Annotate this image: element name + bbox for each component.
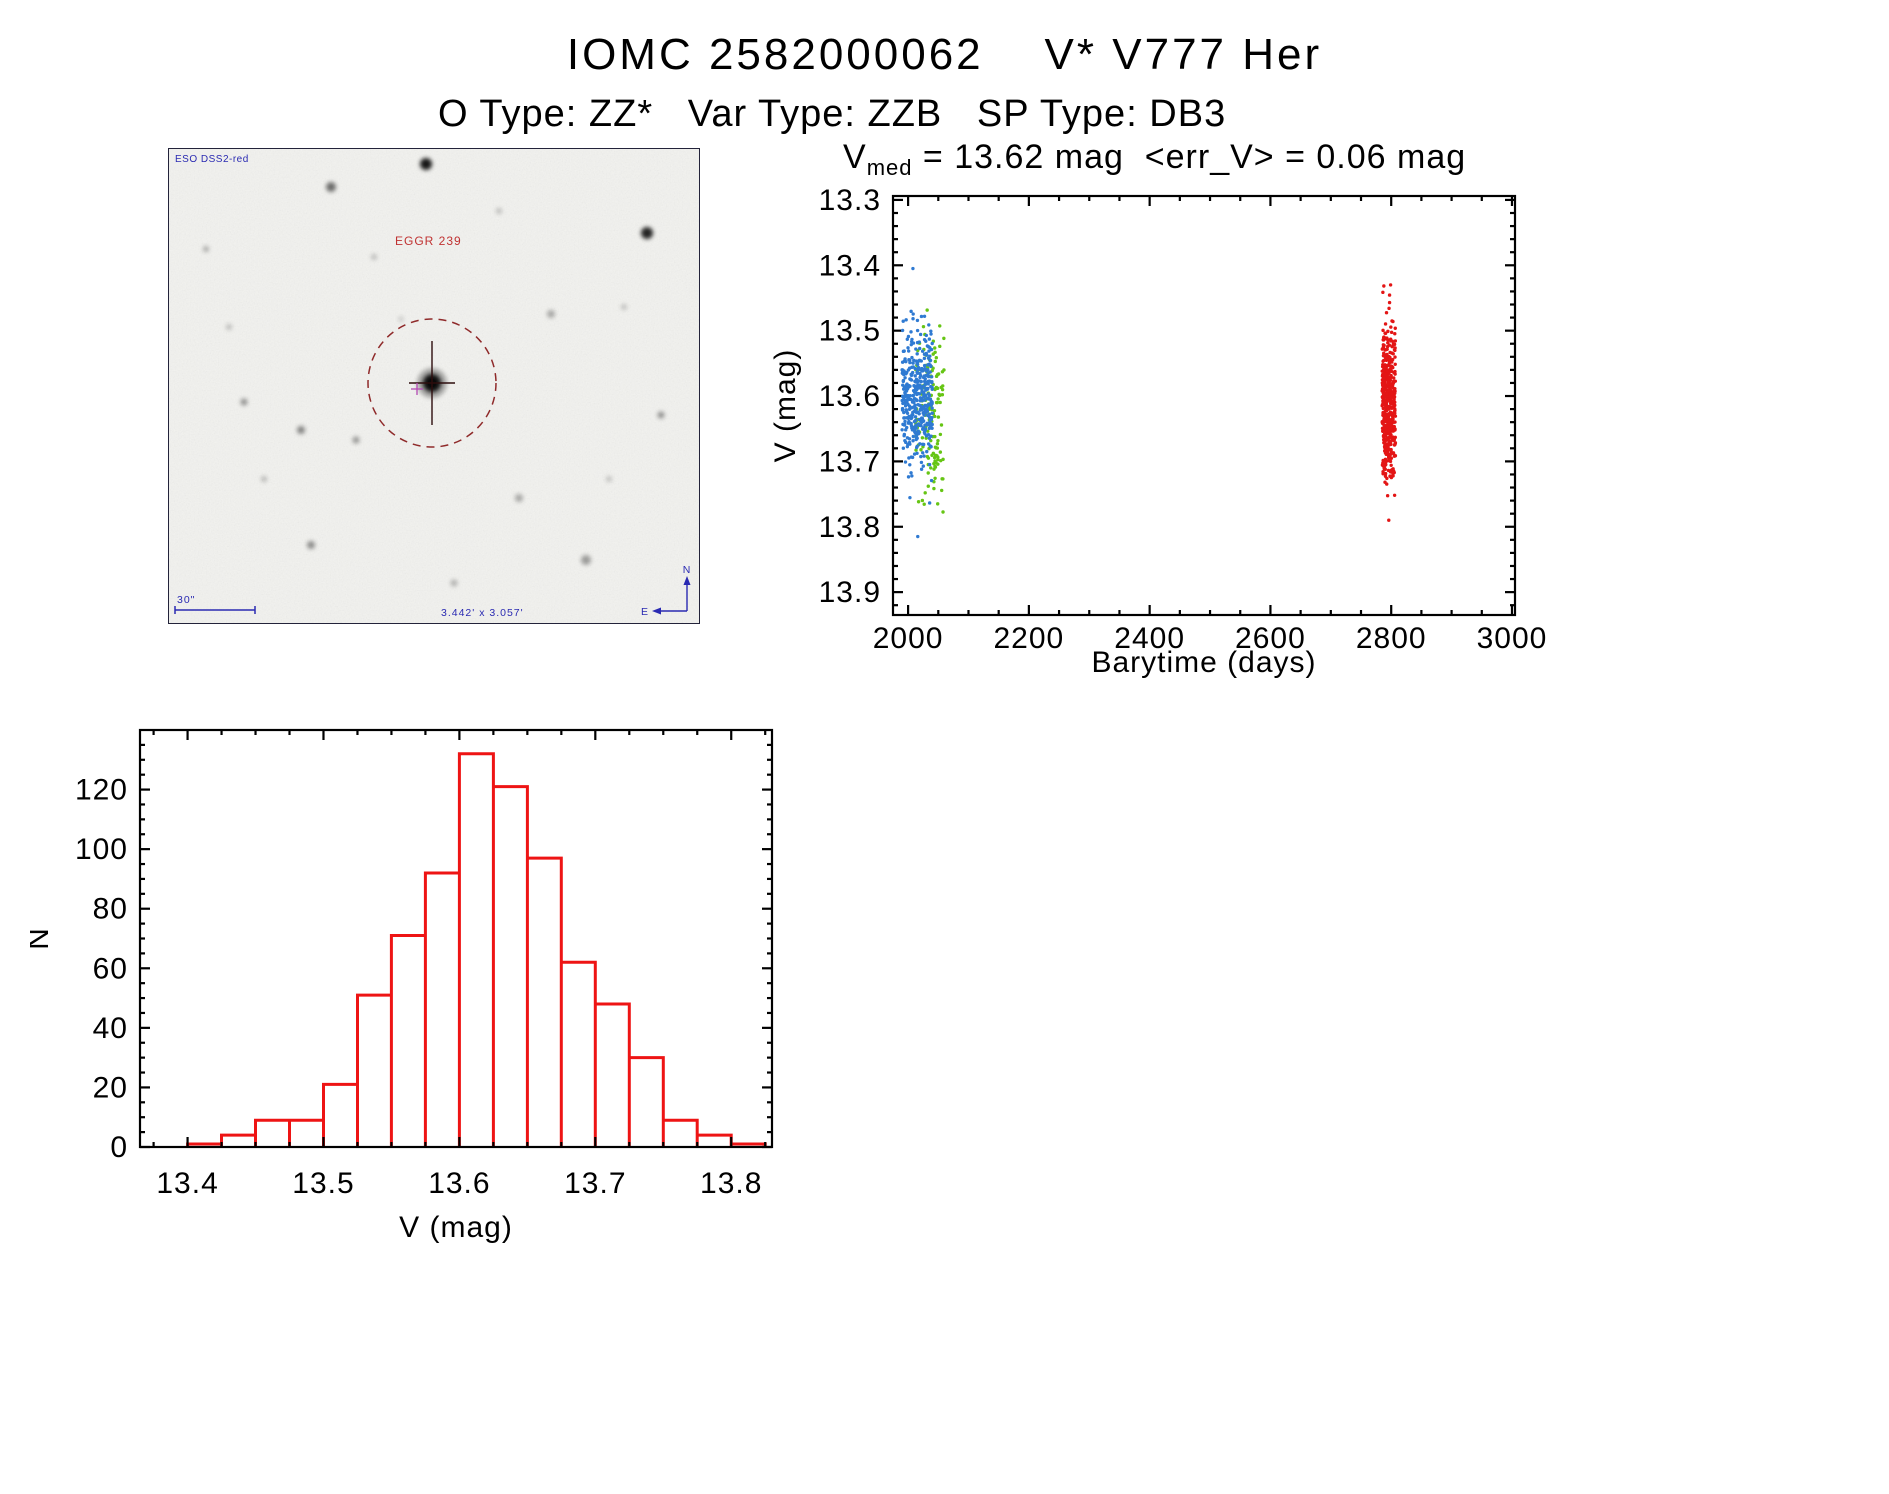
svg-text:Barytime (days): Barytime (days) [1091,646,1316,679]
svg-text:13.4: 13.4 [819,249,881,282]
svg-text:2400: 2400 [1114,622,1185,655]
scale-bar [174,606,256,614]
svg-text:13.6: 13.6 [819,380,881,413]
svg-text:0: 0 [110,1131,128,1164]
svg-text:2200: 2200 [993,622,1064,655]
svg-text:100: 100 [75,833,128,866]
histogram-axes [138,728,774,1149]
vmed-errv-values: = 13.62 mag <err_V> = 0.06 mag [912,138,1467,176]
vmed-symbol: V [843,138,867,176]
compass-north-label: N [683,564,692,576]
svg-text:20: 20 [93,1071,128,1104]
svg-text:13.9: 13.9 [819,576,881,609]
lightcurve-plot: 2000 2200 2400 2600 2800 3000 13.3 13.4 13.5 13.6… [770,184,1548,679]
svg-text:120: 120 [75,774,128,807]
svg-text:V (mag): V (mag) [770,349,802,463]
svg-text:60: 60 [93,952,128,985]
finder-chart: ESO DSS2-red EGGR 239 30" 3.442' x 3.057' N E [168,148,700,624]
svg-text:N: N [30,927,55,950]
scale-bar-label: 30" [177,594,195,606]
field-stars [203,158,665,587]
histogram-axis-labels: 13.4 13.5 13.6 13.7 13.8 0 20 40 60 80 100 120 V (ma… [30,774,762,1244]
svg-text:13.3: 13.3 [819,184,881,217]
svg-text:80: 80 [93,893,128,926]
page-subtitle: O Type: ZZ* Var Type: ZZB SP Type: DB3 [438,93,1227,135]
finder-chart-svg: ESO DSS2-red EGGR 239 30" 3.442' x 3.057' N E [169,149,699,623]
svg-text:13.8: 13.8 [700,1167,762,1200]
svg-text:3000: 3000 [1477,622,1548,655]
svg-text:13.4: 13.4 [156,1167,218,1200]
compass [657,581,688,612]
lc-points [900,266,1398,539]
svg-text:2000: 2000 [873,622,944,655]
svg-text:2800: 2800 [1356,622,1427,655]
lc-axis-labels: 2000 2200 2400 2600 2800 3000 13.3 13.4 13.5 13.6… [770,184,1548,679]
compass-east-label: E [641,606,649,618]
histogram-bars [186,752,767,1147]
lightcurve-stats-title: Vmed = 13.62 mag <err_V> = 0.06 mag [843,138,1466,181]
survey-label: ESO DSS2-red [175,154,249,165]
lc-axes [891,194,1517,617]
svg-text:13.7: 13.7 [819,445,881,478]
sky-annotations: ESO DSS2-red EGGR 239 30" 3.442' x 3.057' N E [175,154,692,619]
page-title: IOMC 2582000062 V* V777 Her [566,30,1323,79]
aperture-circle [367,318,497,448]
svg-text:13.5: 13.5 [819,315,881,348]
secondary-mark [411,383,423,395]
svg-text:13.6: 13.6 [428,1167,490,1200]
compass-north-arrowhead [683,576,691,585]
compass-east-arrowhead [652,607,661,615]
svg-text:40: 40 [93,1012,128,1045]
svg-text:13.7: 13.7 [564,1167,626,1200]
svg-text:2600: 2600 [1235,622,1306,655]
svg-text:13.5: 13.5 [292,1167,354,1200]
target-name-label: EGGR 239 [395,234,462,248]
histogram-plot: 13.4 13.5 13.6 13.7 13.8 0 20 40 60 80 100 120 V (ma… [30,728,774,1244]
svg-text:V (mag): V (mag) [399,1211,513,1244]
fov-label: 3.442' x 3.057' [441,607,524,619]
svg-text:13.8: 13.8 [819,511,881,544]
vmed-subscript: med [866,155,913,180]
